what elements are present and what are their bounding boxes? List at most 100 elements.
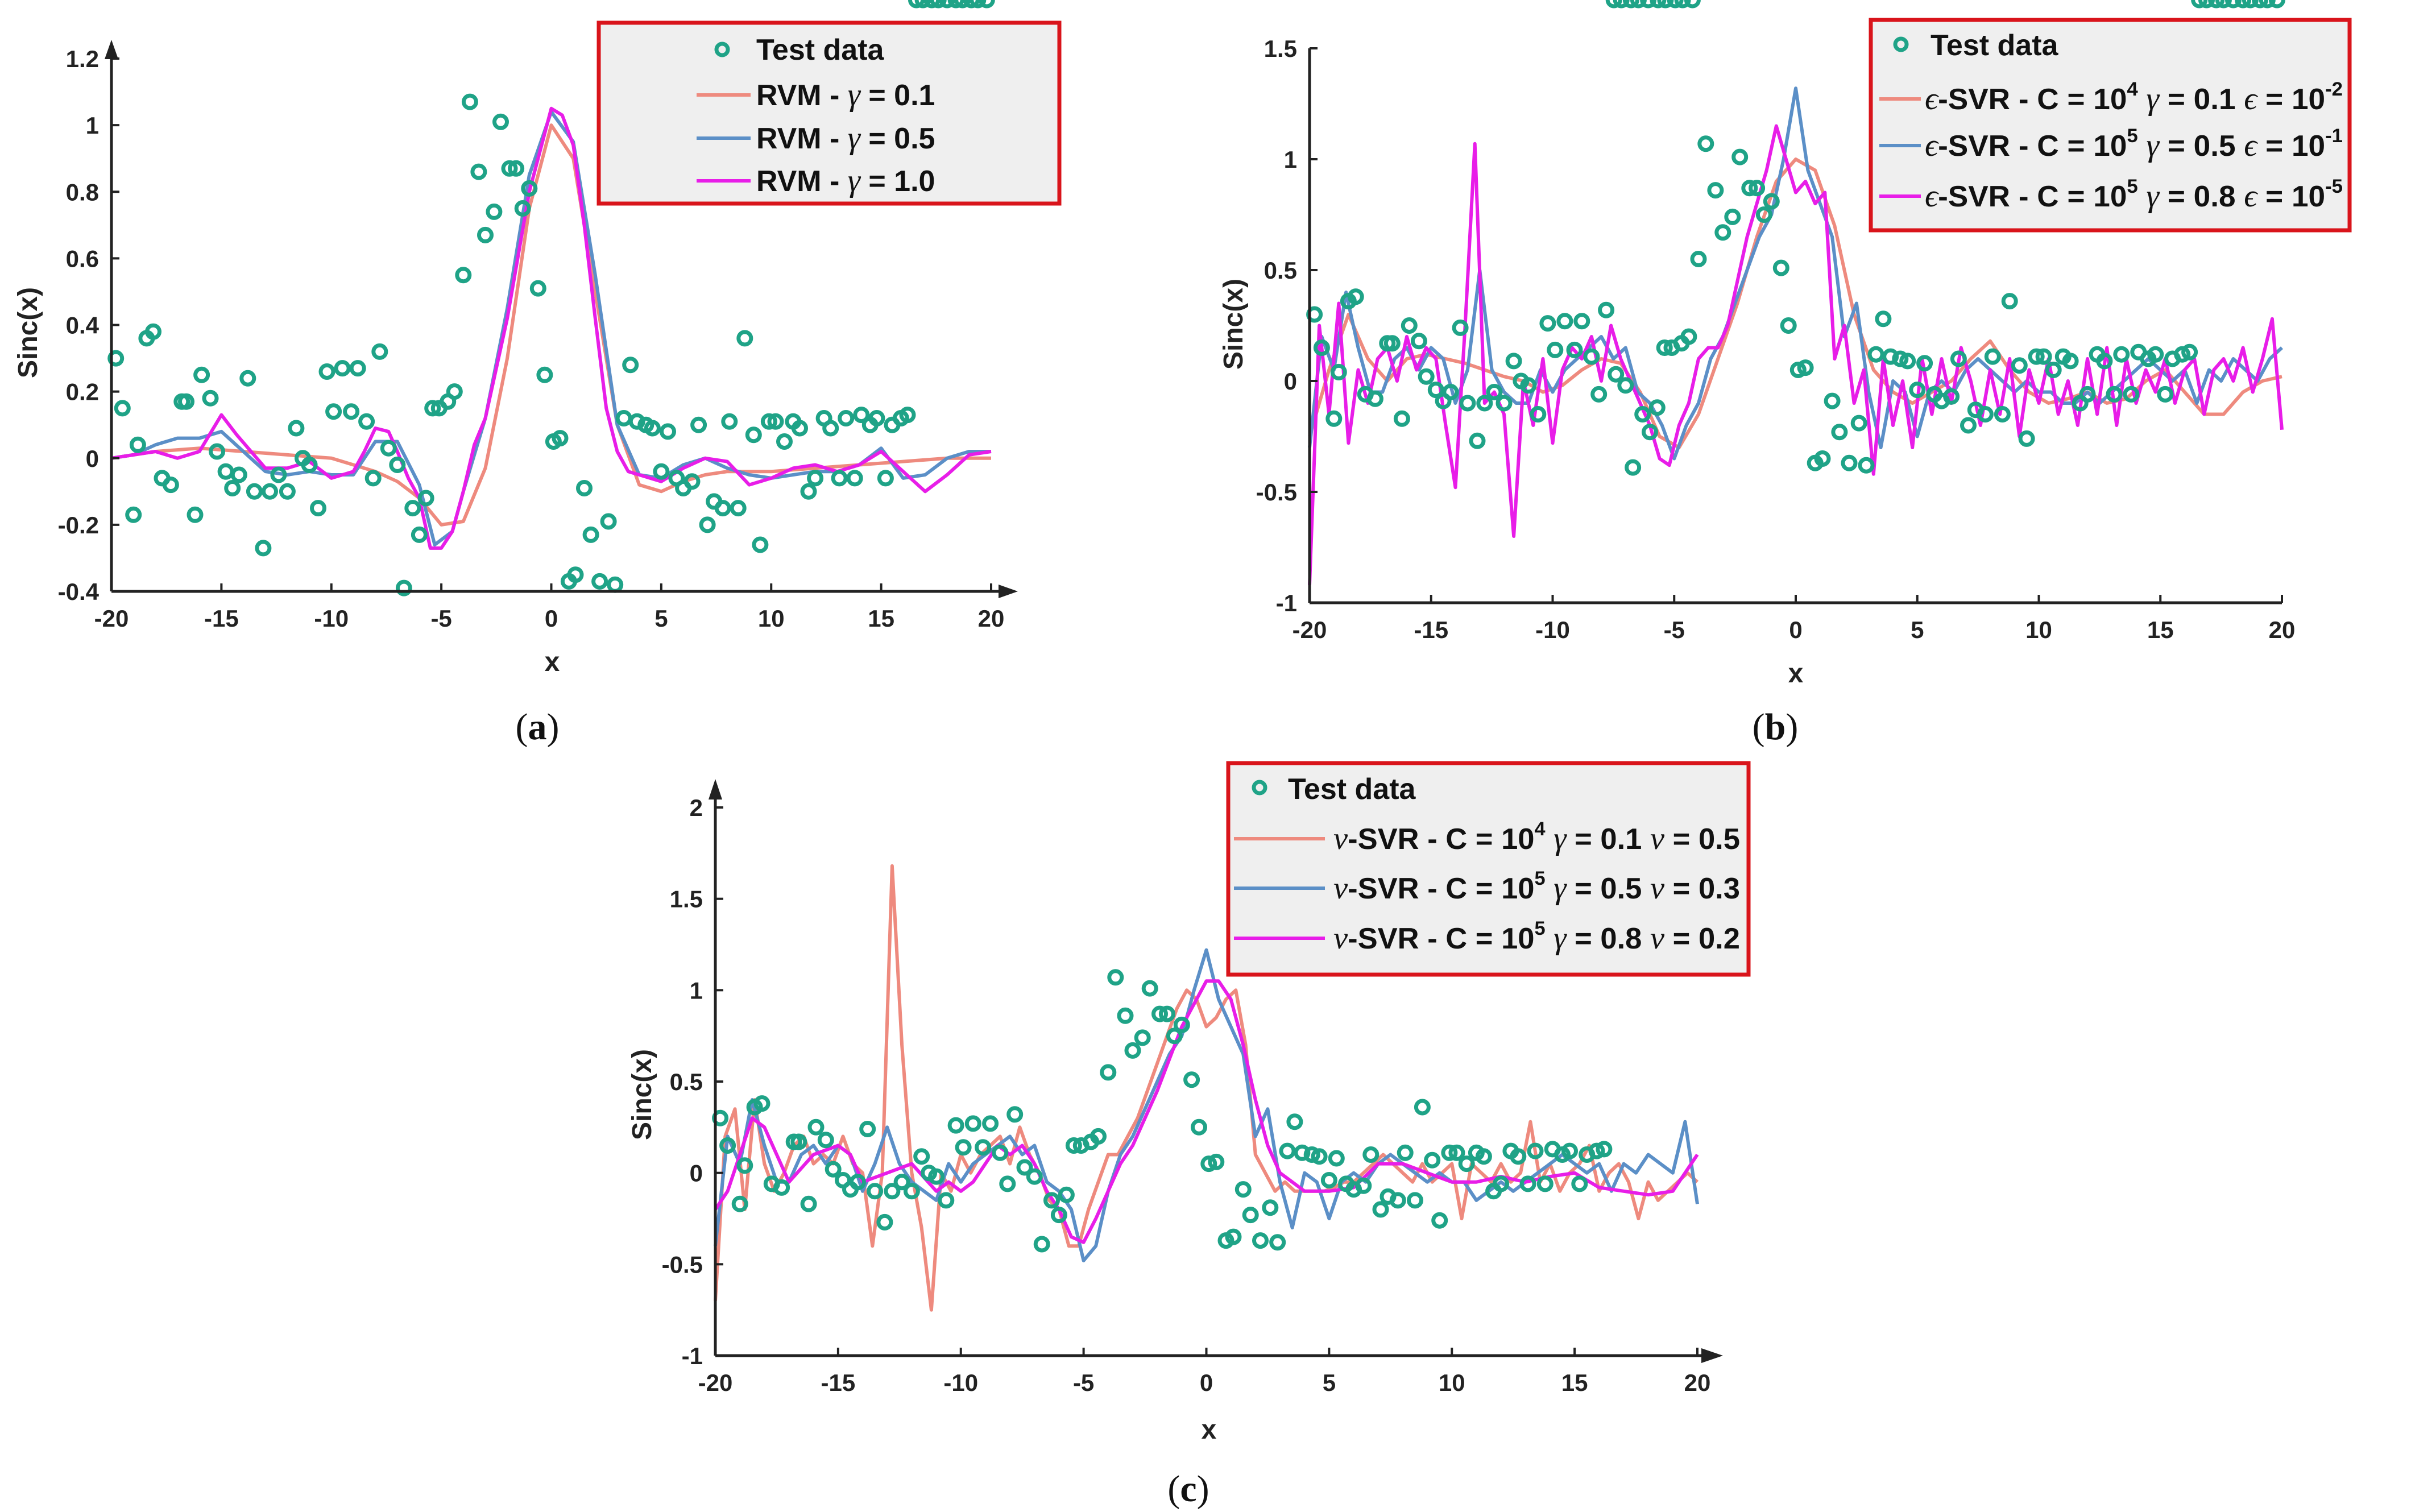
panel-a-test-point [954, 0, 971, 9]
panel-a-y-tick-label: 0.4 [66, 312, 100, 339]
panel-a-y-tick-label: 1.2 [66, 45, 99, 72]
panel-a-x-tick-label: -5 [430, 605, 451, 632]
panel-c-test-point [1235, 1181, 1252, 1198]
panel-c-test-point [1100, 1064, 1117, 1081]
panel-a-test-point [125, 506, 142, 523]
panel-a-test-point [246, 483, 263, 500]
panel-b-test-point [1547, 341, 1564, 358]
panel-b-y-tick-label: -1 [1276, 590, 1297, 616]
panel-c-y-tick-label: -0.5 [662, 1251, 703, 1278]
panel-a-test-point [576, 480, 593, 496]
panel-b-test-point [1505, 353, 1522, 370]
panel-c-legend-test-label: Test data [1288, 773, 1416, 806]
panel-c-test-point [1588, 1142, 1605, 1159]
panel-a-test-point [187, 506, 204, 523]
panel-c-x-tick-label: 5 [1323, 1369, 1336, 1396]
panel-c-test-point [1441, 1144, 1458, 1161]
panel-a-test-point [622, 357, 639, 374]
panel-c-test-point [884, 1183, 901, 1200]
panel-b-test-point [1347, 288, 1364, 305]
panel-a-test-point [721, 413, 738, 430]
panel-c-test-point [859, 1121, 876, 1137]
panel-a-test-point [279, 483, 296, 500]
panel-b-test-point [1831, 424, 1848, 441]
panel-b-test-point [1325, 410, 1343, 427]
panel-c-test-point [928, 1168, 945, 1185]
panel-b-test-point [1442, 384, 1459, 400]
panel-b-test-point [1556, 313, 1573, 330]
panel-c-test-point [893, 1174, 910, 1191]
panel-b-test-point [1763, 193, 1780, 210]
panel-b-test-point [1867, 346, 1884, 363]
panel-a-test-point [776, 433, 793, 450]
panel-b-test-point [2235, 0, 2252, 9]
panel-c-caption: (c) [1167, 1468, 1209, 1510]
panel-b-test-point [2001, 293, 2018, 310]
panel-b-test-point [1749, 180, 1766, 197]
panel-a-test-point [930, 0, 947, 9]
panel-c-test-point [1431, 1212, 1448, 1229]
panel-a-y-ticks: -0.4 -0.2 0 0.2 0.4 0.6 0.8 1 1.2 [58, 45, 119, 605]
panel-c-test-point [1407, 1192, 1423, 1209]
panel-c-test-point [1158, 1005, 1175, 1022]
panel-a-test-point [607, 576, 624, 593]
panel-c-test-point [1191, 1119, 1207, 1136]
panel-a-test-point [536, 366, 553, 383]
panel-c-test-point [1571, 1175, 1588, 1192]
panel-b-x-tick-label: 5 [1911, 616, 1924, 643]
panel-b-test-point [1625, 459, 1642, 476]
panel-b-test-point [1366, 390, 1383, 407]
panel-b-legend-label-1: ϵ-SVR - C = 10 4 γ = 0.1 ϵ = 10-2 [1925, 78, 2343, 117]
panel-a-y-tick-label: -0.2 [58, 512, 99, 538]
panel-a-test-point [899, 407, 916, 424]
panel-b-test-point [1899, 353, 1916, 370]
panel-b-x-tick-label: 20 [2269, 616, 2296, 643]
panel-a-test-point [760, 413, 777, 430]
panel-b-test-point [2242, 0, 2259, 9]
panel-c-legend-test-marker [1252, 780, 1267, 796]
panel-b-test-point [1680, 328, 1697, 345]
panel-a-test-point [521, 180, 538, 197]
panel-c-test-point [817, 1132, 834, 1149]
panel-a-test-point [653, 463, 670, 480]
panel-b-test-point [1566, 341, 1583, 358]
panel-c-test-point [1355, 1177, 1372, 1194]
panel-c-test-point [753, 1095, 770, 1112]
panel-a-test-point [699, 516, 716, 533]
panel-a-test-point [690, 416, 707, 433]
panel-a-test-point [255, 540, 272, 557]
panel-c-test-point [1090, 1128, 1107, 1145]
panel-c-test-point [999, 1175, 1016, 1192]
panel-b-test-point [1909, 382, 1926, 399]
panel-c-test-point [1252, 1232, 1269, 1249]
panel-a-test-point [129, 436, 146, 453]
panel-a-caption: (a) [516, 706, 560, 748]
panel-a-test-point [660, 423, 676, 440]
panel-a-x-tick-label: 10 [758, 605, 785, 632]
panel-b-x-tick-label: -5 [1664, 616, 1685, 643]
panel-c-test-point [1058, 1186, 1075, 1203]
panel-b-test-point [1608, 366, 1625, 383]
panel-c-test-point [1134, 1029, 1151, 1046]
panel-b-x-tick-label: 10 [2025, 616, 2052, 643]
panel-b-x-tick-label: -10 [1535, 616, 1570, 643]
panel-a-test-point [477, 226, 494, 243]
panel-a-test-point [846, 470, 863, 487]
panel-a-test-point [380, 440, 397, 457]
panel-a-test-point [501, 160, 518, 177]
panel-a-test-point [714, 500, 731, 517]
panel-a-test-point [877, 470, 894, 487]
panel-c-test-point [1183, 1071, 1200, 1088]
panel-c-test-point [1200, 1155, 1217, 1173]
panel-b-caption-letter: b [1765, 706, 1786, 748]
panel-b-x-tick-label: 15 [2147, 616, 2174, 643]
panel-b-series-3-line [1308, 124, 2284, 585]
panel-b-legend-label-3: ϵ-SVR - C = 10 5 γ = 0.8 ϵ = 10-5 [1925, 176, 2343, 214]
panel-a-test-point [310, 500, 326, 517]
panel-c-test-point [867, 1183, 884, 1200]
panel-b-test-point [1772, 259, 1789, 276]
panel-a-test-point [239, 370, 256, 387]
panel-a-test-point [224, 480, 241, 496]
panel-a-y-tick-label: 0 [86, 445, 99, 472]
